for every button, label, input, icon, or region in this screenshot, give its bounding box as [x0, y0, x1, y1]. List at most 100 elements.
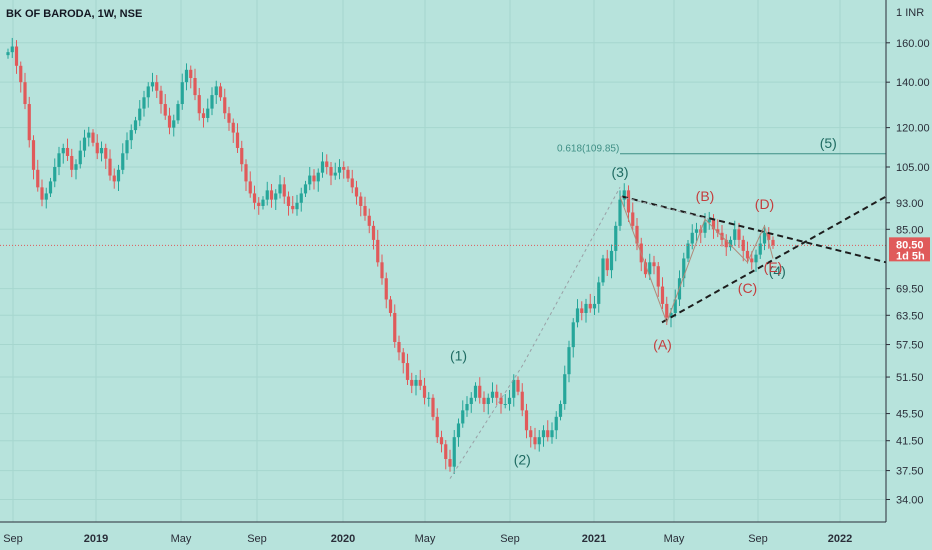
candle-body: [240, 147, 244, 165]
candle-body: [10, 46, 14, 53]
candle-body: [19, 65, 23, 83]
candle-body: [673, 299, 677, 313]
time-axis[interactable]: Sep 2019 May Sep 2020 May Sep 2021 May Sep 2022: [3, 533, 852, 545]
candle-body: [142, 97, 146, 109]
currency-label: 1 INR: [896, 7, 924, 19]
candle-body: [741, 239, 745, 251]
price-tick-label: 41.50: [896, 436, 924, 448]
candle-body: [346, 169, 350, 179]
candle-body: [618, 199, 622, 226]
candle-body: [244, 164, 248, 182]
candle-body: [14, 46, 19, 66]
candle-body: [231, 122, 235, 133]
candle-body: [554, 416, 558, 431]
candle-body: [125, 140, 129, 154]
time-tick-label: 2019: [84, 533, 108, 545]
candle-body: [167, 115, 172, 128]
candle-body: [189, 69, 193, 78]
candle-body: [669, 312, 673, 318]
candle-body: [482, 397, 486, 405]
candle-body: [235, 132, 240, 148]
candle-body: [648, 262, 652, 275]
candle-body: [354, 187, 359, 197]
candle-body: [499, 397, 503, 405]
candle-body: [95, 142, 99, 154]
wave-label: (3): [611, 164, 628, 180]
upper-trendline[interactable]: [621, 195, 887, 264]
candle-body: [478, 385, 482, 398]
candle-body: [65, 147, 70, 156]
candle-body: [129, 130, 133, 141]
candle-body: [410, 379, 414, 386]
candle-body: [44, 193, 48, 200]
candle-body: [444, 444, 448, 460]
wave-label: (A): [653, 337, 672, 353]
candle-body: [27, 104, 31, 141]
candle-body: [550, 430, 554, 438]
candle-body: [278, 184, 282, 194]
candle-body: [269, 190, 274, 200]
lower-trendline[interactable]: [661, 195, 887, 324]
candle-body: [380, 262, 384, 279]
candle-body: [580, 308, 584, 313]
candle-body: [643, 262, 648, 275]
candle-body: [6, 52, 10, 56]
candle-body: [567, 347, 571, 375]
candle-body: [728, 239, 733, 248]
candle-body: [150, 82, 155, 87]
candle-body: [656, 266, 660, 287]
candle-body: [737, 229, 741, 240]
candle-body: [486, 397, 490, 405]
candle-body: [541, 430, 546, 438]
candle-body: [112, 175, 116, 182]
time-tick-label: May: [664, 533, 685, 545]
wave-labels: (1) (2) (3) (4) (5) (A) (B) (C) (D) (E): [450, 135, 837, 467]
wave-label: (C): [738, 280, 757, 296]
price-tick-label: 57.50: [896, 340, 924, 352]
candle-body: [91, 132, 95, 143]
candle-body: [376, 239, 380, 263]
candle-body: [138, 108, 142, 121]
candle-body: [329, 167, 333, 176]
time-tick-label: 2021: [582, 533, 606, 545]
time-tick-label: May: [415, 533, 436, 545]
candle-body: [384, 278, 388, 300]
candle-body: [724, 239, 728, 248]
candle-body: [686, 243, 690, 259]
candle-body: [388, 299, 393, 313]
candle-body: [223, 97, 227, 114]
candle-body: [745, 250, 750, 259]
candle-body: [465, 404, 469, 411]
candle-body: [558, 404, 563, 417]
candle-body: [78, 150, 82, 165]
candle-body: [36, 169, 40, 188]
candle-body: [571, 322, 575, 348]
price-tick-label: 140.00: [896, 77, 930, 89]
candle-body: [461, 410, 465, 424]
candle-body: [592, 303, 597, 309]
candle-body: [180, 82, 184, 105]
candle-body: [405, 363, 410, 380]
candle-body: [108, 158, 112, 176]
candle-body: [282, 184, 286, 197]
wave-label: (E): [764, 259, 783, 275]
abcde-wave-path: [619, 196, 774, 324]
candle-body: [703, 222, 707, 233]
candle-body: [53, 167, 57, 182]
candle-body: [452, 437, 456, 467]
candle-body: [286, 196, 291, 206]
price-tick-label: 37.50: [896, 466, 924, 478]
price-axis[interactable]: 160.00 140.00 120.00 105.00 93.00 85.00 69.50 6…: [886, 38, 930, 507]
candle-body: [176, 104, 180, 121]
candle-body: [682, 258, 686, 279]
candle-body: [261, 199, 265, 206]
price-tick-label: 85.00: [896, 224, 924, 236]
candle-body: [393, 312, 397, 343]
wave-label: (4): [769, 263, 786, 279]
candle-body: [733, 229, 737, 240]
candle-body: [397, 342, 401, 353]
candle-body: [665, 303, 669, 318]
candle-body: [537, 437, 541, 445]
candle-body: [520, 391, 524, 411]
